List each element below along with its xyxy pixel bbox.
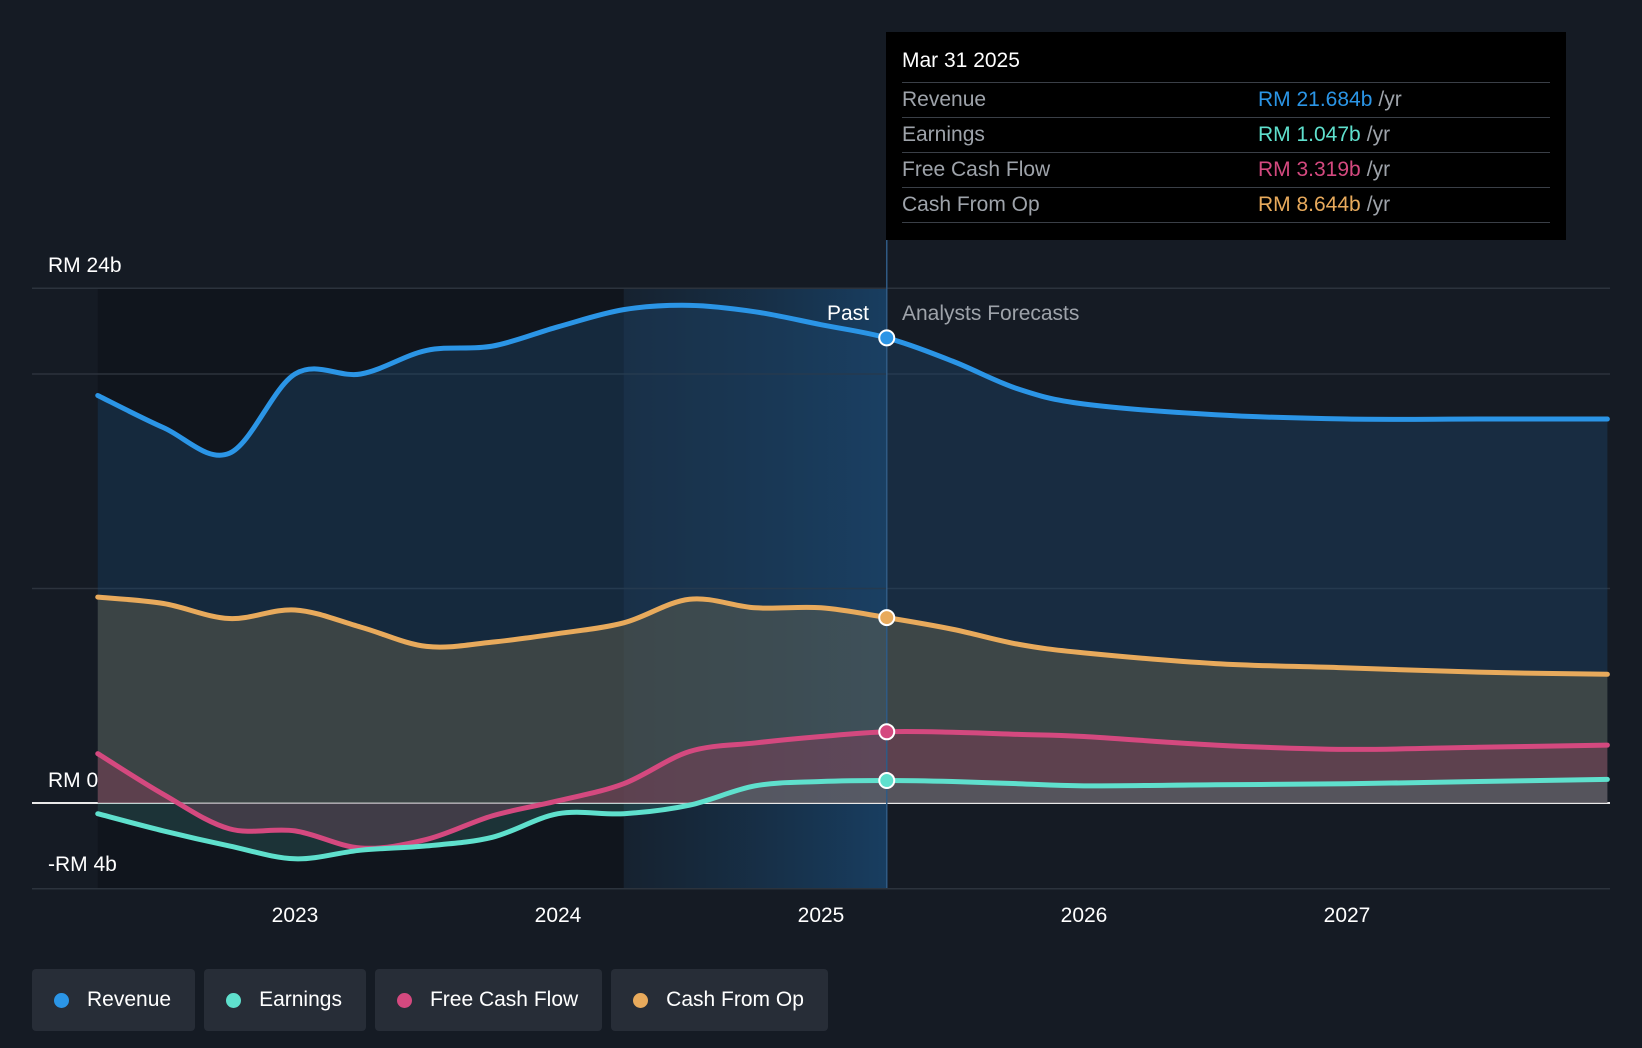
revenue-dot-icon: [54, 992, 69, 1008]
revenue-marker-dot[interactable]: [878, 329, 896, 347]
cash-from-op-line: [95, 594, 1610, 677]
legend-label: Revenue: [87, 988, 172, 1011]
revenue-area: [97, 305, 1608, 803]
free-cash-flow-dot-icon: [396, 992, 412, 1008]
cash-from-op-area: [97, 597, 1608, 803]
legend-label: Earnings: [259, 988, 342, 1011]
forecast-label: Analysts Forecasts: [902, 302, 1079, 325]
free-cash-flow-line: [95, 729, 1610, 851]
past-label: Past: [827, 302, 869, 325]
tooltip-value: RM 8.644b: [1258, 193, 1361, 216]
y-tick-label: RM 0: [48, 769, 98, 792]
revenue-line: [95, 302, 1610, 458]
legend-item-revenue[interactable]: Revenue: [32, 969, 196, 1031]
free-cash-flow-marker-dot[interactable]: [878, 723, 896, 741]
tooltip-row-revenue: Revenue RM 21.684b /yr: [902, 82, 1550, 117]
tooltip-unit: /yr: [1366, 158, 1391, 181]
tooltip-unit: /yr: [1378, 88, 1402, 111]
x-tick-label: 2027: [1324, 904, 1371, 927]
tooltip-unit: /yr: [1366, 123, 1391, 146]
cash-from-op-marker-dot[interactable]: [878, 609, 896, 627]
tooltip-panel: Mar 31 2025 Revenue RM 21.684b /yr Earni…: [886, 32, 1566, 240]
tooltip-value: RM 3.319b: [1258, 158, 1361, 181]
tooltip-label: Earnings: [902, 123, 985, 146]
legend-label: Cash From Op: [666, 988, 804, 1011]
tooltip-label: Revenue: [902, 88, 987, 111]
free-cash-flow-area: [97, 731, 1608, 849]
legend-item-free-cash-flow[interactable]: Free Cash Flow: [374, 969, 603, 1031]
cash-from-op-dot-icon: [633, 992, 649, 1008]
y-tick-label: -RM 4b: [48, 853, 117, 876]
legend-item-earnings[interactable]: Earnings: [204, 969, 366, 1031]
legend-item-cash-from-op[interactable]: Cash From Op: [611, 969, 828, 1031]
x-tick-label: 2026: [1061, 904, 1108, 927]
y-tick-label: RM 24b: [48, 254, 122, 277]
tooltip-unit: /yr: [1366, 193, 1391, 216]
tooltip-label: Cash From Op: [902, 193, 1040, 216]
legend: Revenue Earnings Free Cash Flow Cash Fro…: [32, 969, 828, 1031]
x-tick-label: 2023: [272, 904, 319, 927]
tooltip-row-cash-from-op: Cash From Op RM 8.644b /yr: [902, 187, 1550, 223]
tooltip-label: Free Cash Flow: [902, 158, 1051, 181]
tooltip-value: RM 1.047b: [1258, 123, 1361, 146]
x-tick-label: 2024: [535, 904, 582, 927]
tooltip-date: Mar 31 2025: [902, 49, 1020, 72]
earnings-marker-dot[interactable]: [878, 772, 896, 790]
x-tick-label: 2025: [798, 904, 845, 927]
earnings-line: [95, 776, 1610, 862]
tooltip-row-earnings: Earnings RM 1.047b /yr: [902, 117, 1550, 152]
tooltip-value: RM 21.684b: [1258, 88, 1373, 111]
legend-label: Free Cash Flow: [429, 988, 579, 1011]
tooltip-row-free-cash-flow: Free Cash Flow RM 3.319b /yr: [902, 152, 1550, 187]
earnings-dot-icon: [226, 992, 242, 1008]
